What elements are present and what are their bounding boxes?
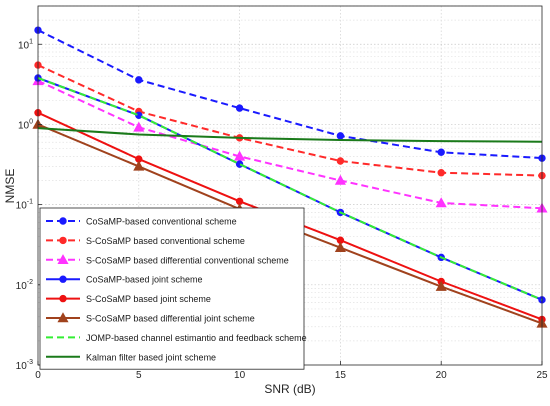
legend-label: S-CoSaMP based differential conventional… — [86, 255, 289, 265]
legend-entry: S-CoSaMP based differential joint scheme — [46, 312, 255, 324]
legend-entry: S-CoSaMP based differential conventional… — [46, 254, 289, 265]
x-tick-label: 10 — [234, 370, 246, 381]
series-line — [37, 127, 543, 143]
series-7 — [37, 77, 543, 301]
series-line — [37, 79, 543, 210]
tick-labels: 0 5 10 15 20 25 10-3 10-2 10-1 100 101 — [16, 38, 548, 381]
x-tick-label: 0 — [35, 370, 41, 381]
legend-label: JOMP-based channel estimantio and feedba… — [86, 333, 307, 343]
x-tick-label: 5 — [136, 370, 142, 381]
legend-label: Kalman filter based joint scheme — [86, 352, 216, 362]
y-tick-label: 100 — [18, 118, 33, 131]
legend-entry: JOMP-based channel estimantio and feedba… — [46, 333, 307, 343]
legend-entry: CoSaMP-based joint scheme — [46, 275, 203, 285]
legend-entry: CoSaMP-based conventional scheme — [46, 217, 237, 227]
legend: CoSaMP-based conventional scheme S-CoSaMP… — [39, 207, 307, 370]
legend-entry: S-CoSaMP based conventional scheme — [46, 236, 245, 246]
series-line — [37, 64, 543, 177]
data-point-triangle — [334, 174, 346, 185]
legend-label: S-CoSaMP based conventional scheme — [86, 236, 245, 246]
data-point-triangle — [57, 254, 69, 265]
data-point-circle — [437, 169, 445, 177]
data-point-triangle — [435, 280, 447, 291]
data-point-triangle — [334, 242, 346, 252]
y-tick-label: 10-3 — [16, 359, 33, 372]
legend-box — [39, 207, 305, 370]
legend-label: S-CoSaMP based joint scheme — [86, 294, 211, 304]
data-point-circle — [336, 132, 345, 140]
y-axis-label: NMSE — [3, 169, 17, 204]
data-point-triangle — [57, 312, 69, 323]
legend-entry: S-CoSaMP based joint scheme — [46, 294, 211, 304]
data-point-circle — [135, 76, 143, 84]
y-tick-label: 10-1 — [16, 199, 33, 212]
y-tick-label: 101 — [18, 38, 33, 51]
series-3 — [32, 75, 548, 213]
data-point-circle — [59, 275, 67, 283]
series-8 — [37, 127, 543, 143]
series-line — [37, 29, 543, 160]
y-tick-label: 10-2 — [16, 279, 33, 292]
data-point-circle — [59, 217, 67, 225]
x-tick-label: 25 — [536, 370, 548, 381]
data-point-circle — [59, 236, 67, 245]
data-point-triangle — [435, 197, 447, 208]
legend-label: CoSaMP-based conventional scheme — [86, 217, 237, 227]
x-tick-label: 15 — [335, 370, 347, 381]
data-point-triangle — [133, 121, 145, 132]
legend-label: S-CoSaMP based differential joint scheme — [86, 314, 255, 324]
x-tick-label: 20 — [436, 370, 448, 381]
data-point-triangle — [133, 160, 145, 171]
data-point-circle — [336, 157, 345, 165]
data-point-circle — [235, 104, 244, 112]
x-axis-label: SNR (dB) — [264, 382, 315, 396]
data-point-circle — [59, 294, 67, 303]
data-point-triangle — [234, 150, 246, 161]
legend-entry: Kalman filter based joint scheme — [46, 352, 216, 362]
series-line — [37, 77, 543, 301]
data-point-circle — [437, 148, 445, 156]
legend-label: CoSaMP-based joint scheme — [86, 275, 203, 285]
